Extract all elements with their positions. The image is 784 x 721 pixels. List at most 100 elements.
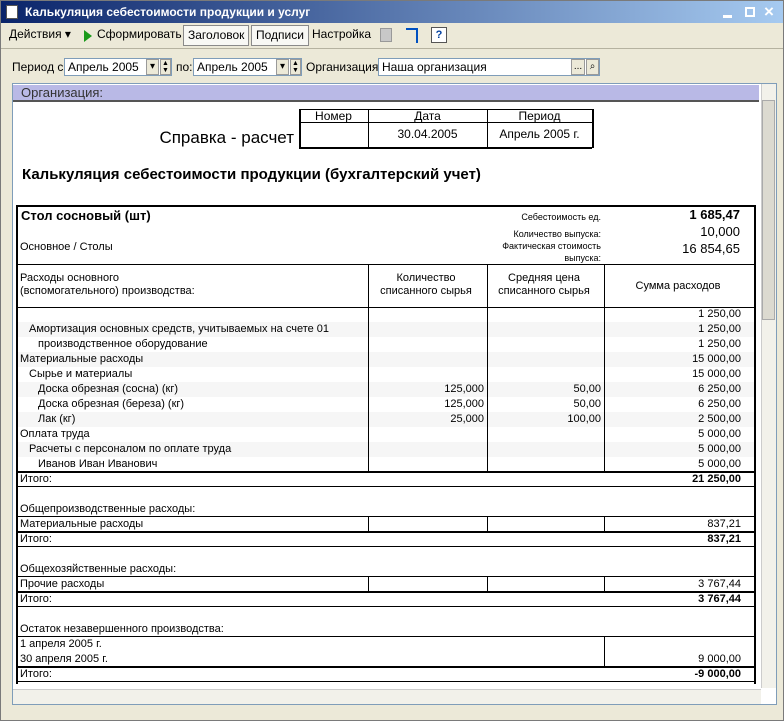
row-stripe — [18, 322, 754, 337]
text: 5 000,00 — [698, 443, 741, 455]
text: Доска обрезная (береза) (кг) — [38, 398, 185, 410]
period-to-dropdown[interactable]: ▾ — [276, 59, 289, 75]
v-line — [487, 517, 488, 532]
text: Стол сосновый (шт) — [21, 208, 151, 223]
actions-menu[interactable]: Действия ▾ — [9, 27, 71, 41]
text: Амортизация основных средств, учитываемы… — [29, 323, 330, 335]
text: 1 апреля 2005 г. — [20, 638, 102, 650]
row-stripe — [18, 352, 754, 367]
text: 5 000,00 — [698, 458, 741, 470]
v-scroll-thumb — [762, 100, 775, 320]
column-header: Средняя цена списанного сырья — [498, 272, 590, 297]
row-stripe — [18, 442, 754, 457]
text: 1 250,00 — [698, 308, 741, 320]
text: 6 250,00 — [698, 398, 741, 410]
text: 5 000,00 — [698, 428, 741, 440]
text: Расчеты с персоналом по оплате труда — [29, 443, 232, 455]
text: 837,21 — [707, 518, 741, 530]
text: 15 000,00 — [692, 368, 741, 380]
settings-button[interactable]: Настройка — [312, 27, 372, 41]
v-line — [487, 577, 488, 592]
org-field[interactable]: Наша организация — [378, 58, 600, 76]
h-line — [17, 307, 755, 308]
v-line — [604, 517, 605, 532]
org-select-button[interactable]: ... — [571, 59, 585, 75]
period-from-label: Период с: — [12, 60, 67, 74]
period-to-field[interactable]: Апрель 2005 — [193, 58, 302, 76]
text: 30.04.2005 — [397, 127, 458, 141]
text: Итого: — [20, 593, 52, 605]
maximize-button[interactable] — [745, 7, 755, 17]
text: Дата — [414, 109, 441, 123]
text: 1 250,00 — [698, 323, 741, 335]
h-line — [17, 264, 755, 265]
generate-button[interactable]: Сформировать — [97, 27, 182, 41]
v-line — [368, 109, 369, 148]
period-from-field[interactable]: Апрель 2005 — [64, 58, 172, 76]
v-line — [592, 109, 594, 148]
text: -9 000,00 — [694, 668, 741, 680]
play-icon — [84, 30, 92, 42]
h-line — [16, 205, 756, 207]
h-line — [17, 636, 755, 637]
text: Оплата труда — [20, 428, 90, 440]
v-line — [604, 264, 605, 472]
h-line — [17, 546, 755, 547]
text: Материальные расходы — [20, 353, 144, 365]
text: Организация: — [21, 85, 104, 100]
text: Лак (кг) — [38, 413, 76, 425]
v-line — [604, 637, 605, 667]
refresh-icon[interactable] — [406, 28, 418, 43]
h-line — [17, 471, 755, 473]
text: Прочие расходы — [20, 578, 105, 590]
h-line — [299, 122, 592, 123]
period-to-spin[interactable]: ▲ ▼ — [290, 59, 301, 75]
text: 125,000 — [444, 383, 484, 395]
text: Общепроизводственные расходы: — [20, 503, 196, 515]
text: Апрель 2005 г. — [499, 127, 580, 141]
text: 2 500,00 — [698, 413, 741, 425]
h-line — [17, 531, 755, 533]
copy-icon[interactable] — [380, 28, 392, 42]
text: 50,00 — [573, 383, 601, 395]
text: 837,21 — [707, 533, 741, 545]
text: производственное оборудование — [38, 338, 208, 350]
text: 25,000 — [450, 413, 484, 425]
org-search-button[interactable]: ⌕ — [586, 59, 599, 75]
text: 15 000,00 — [692, 353, 741, 365]
v-line — [368, 264, 369, 472]
text: Доска обрезная (сосна) (кг) — [38, 383, 179, 395]
text: Итого: — [20, 473, 52, 485]
text: Справка - расчет — [159, 128, 294, 147]
actions-label: Действия — [9, 27, 62, 41]
text: 1 685,47 — [689, 207, 740, 222]
period-from-spin[interactable]: ▲ ▼ — [160, 59, 171, 75]
org-label: Организация: — [306, 60, 382, 74]
period-from-dropdown[interactable]: ▾ — [146, 59, 159, 75]
help-button[interactable]: ? — [431, 27, 447, 43]
v-line — [368, 517, 369, 532]
signatures-button[interactable]: Подписи — [251, 25, 309, 46]
org-band — [13, 85, 759, 102]
v-line — [487, 109, 488, 148]
report-area: Организация: Номер Дата Период 30.04.2005 Апр… — [12, 83, 777, 705]
close-button[interactable]: × — [764, 2, 774, 21]
h-scrollbar — [13, 689, 761, 704]
text: Фактическая стоимость выпуска: — [502, 241, 601, 263]
text: 16 854,65 — [682, 241, 740, 256]
text: Калькуляция себестоимости продукции (бух… — [22, 166, 481, 183]
text: 30 апреля 2005 г. — [20, 653, 108, 665]
v-line — [754, 205, 756, 684]
v-line — [299, 109, 301, 148]
header-button[interactable]: Заголовок — [183, 25, 250, 46]
column-header: Расходы основного (вспомогательного) про… — [20, 272, 195, 297]
v-line — [604, 577, 605, 592]
period-to-label: по: — [176, 60, 193, 74]
h-line — [17, 576, 755, 577]
h-line — [17, 606, 755, 607]
minimize-button[interactable] — [723, 15, 732, 18]
v-line — [368, 577, 369, 592]
text: Материальные расходы — [20, 518, 144, 530]
h-line — [17, 666, 755, 668]
